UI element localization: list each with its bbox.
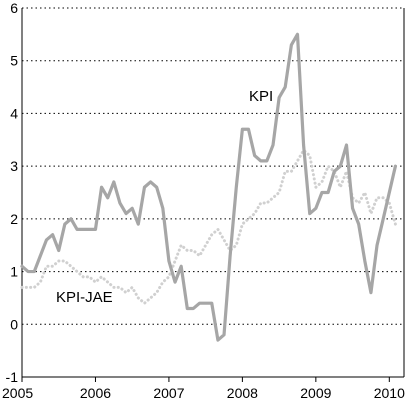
series-line-kpi [20, 32, 398, 342]
series-line-kpi-jae [20, 148, 397, 305]
x-tick-label: 2005 [2, 385, 33, 401]
x-tick-label: 2007 [153, 385, 184, 401]
y-axis-ticks: 6 5 4 3 2 1 0 -1 [6, 0, 19, 385]
grid-lines [22, 7, 404, 378]
series-labels: KPI KPI-JAE [56, 88, 273, 306]
y-tick-label: 3 [10, 158, 18, 174]
y-tick-label: 2 [10, 211, 18, 227]
y-tick-label: 1 [10, 264, 18, 280]
y-tick-label: 5 [10, 53, 18, 69]
series-label-kpi: KPI [249, 88, 273, 105]
y-tick-label: 6 [10, 0, 18, 16]
x-axis-ticks: 2005 2006 2007 2008 2009 2010 [2, 377, 405, 401]
y-tick-label: 4 [10, 105, 18, 121]
x-tick-label: 2009 [300, 385, 331, 401]
y-tick-label: 0 [10, 316, 18, 332]
x-tick-label: 2010 [374, 385, 405, 401]
series-layer [20, 32, 398, 342]
x-tick-label: 2006 [80, 385, 111, 401]
axes [21, 8, 405, 378]
series-label-kpi-jae: KPI-JAE [56, 289, 113, 306]
x-tick-label: 2008 [227, 385, 258, 401]
y-tick-label: -1 [6, 369, 19, 385]
